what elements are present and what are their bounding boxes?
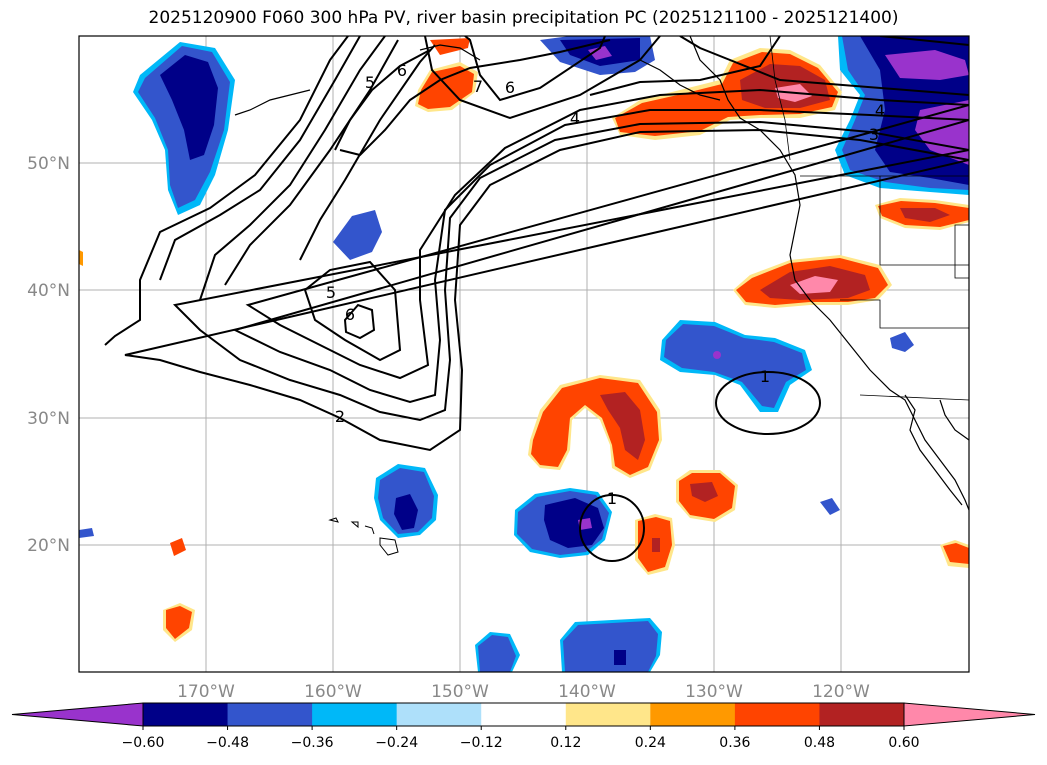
- colorbar-tick-label: 0.36: [719, 735, 750, 751]
- contour-label-1b: 1: [607, 489, 617, 508]
- contour-label-2: 2: [335, 407, 345, 426]
- contour-label-5b: 5: [326, 283, 336, 302]
- coastlines: [234, 36, 969, 511]
- contour-label-5a: 5: [365, 73, 375, 92]
- lat-label-20: 20°N: [27, 536, 70, 556]
- colorbar: −0.60 −0.48 −0.36 −0.24 −0.12 0.12 0.24 0.36 0.4…: [11, 702, 1036, 751]
- colorbar-tick-label: −0.12: [460, 735, 503, 751]
- pv-contour-4: [199, 36, 969, 404]
- latitude-labels: 50°N 40°N 30°N 20°N: [27, 154, 70, 556]
- pv-contour-7: [334, 39, 611, 340]
- pv-contour-1-south: [579, 494, 645, 562]
- longitude-labels: 170°W 160°W 150°W 140°W 130°W 120°W: [177, 682, 870, 702]
- contour-label-7: 7: [473, 77, 483, 96]
- contour-label-3: 3: [869, 125, 879, 144]
- colorbar-tick-label: −0.60: [122, 735, 165, 751]
- pv-contours: [104, 36, 969, 562]
- lon-label-120w: 120°W: [812, 682, 870, 702]
- colorbar-outline: [142, 702, 905, 727]
- colorbar-tick-label: −0.24: [375, 735, 418, 751]
- colorbar-segment: [734, 703, 820, 726]
- colorbar-extend-low: [11, 702, 144, 727]
- colorbar-tick-label: 0.48: [804, 735, 835, 751]
- map-background: [79, 36, 969, 672]
- contour-label-4a: 4: [570, 109, 580, 128]
- pv-contour-5: [224, 39, 969, 380]
- contour-label-1a: 1: [760, 367, 770, 386]
- colorbar-tick-label: −0.36: [291, 735, 334, 751]
- colorbar-segment: [143, 703, 229, 726]
- map-title: 2025120900 F060 300 hPa PV, river basin …: [148, 8, 899, 28]
- colorbar-segment: [819, 703, 905, 726]
- map-frame: [78, 35, 970, 673]
- colorbar-segment: [481, 703, 567, 726]
- colorbar-tick-label: 0.24: [635, 735, 666, 751]
- colorbar-tick-label: 0.60: [888, 735, 919, 751]
- hawaii-islands: [328, 517, 399, 556]
- contour-label-6c: 6: [345, 305, 355, 324]
- contour-label-6a: 6: [397, 61, 407, 80]
- colorbar-extend-high: [903, 702, 1036, 727]
- lat-label-30: 30°N: [27, 409, 70, 429]
- colorbar-segment: [227, 703, 313, 726]
- positive-pc-shading: [79, 38, 969, 642]
- lon-label-130w: 130°W: [685, 682, 743, 702]
- lon-label-160w: 160°W: [304, 682, 362, 702]
- lon-label-140w: 140°W: [558, 682, 616, 702]
- pv-contour-2: [104, 36, 969, 452]
- contour-label-6b: 6: [505, 78, 515, 97]
- colorbar-segment: [396, 703, 482, 726]
- colorbar-segment: [565, 703, 651, 726]
- lat-label-50: 50°N: [27, 154, 70, 174]
- pv-contour-1-east: [715, 371, 821, 435]
- contour-labels: 5 6 7 6 4 4 3 5 6 2 1 1: [326, 61, 885, 508]
- colorbar-segment: [650, 703, 736, 726]
- colorbar-segment: [312, 703, 398, 726]
- negative-pc-shading: [79, 36, 969, 672]
- lon-label-150w: 150°W: [431, 682, 489, 702]
- lon-label-170w: 170°W: [177, 682, 235, 702]
- colorbar-tick-label: −0.48: [206, 735, 249, 751]
- pv-contour-3: [159, 36, 969, 422]
- contour-label-4b: 4: [875, 101, 885, 120]
- colorbar-tick-label: 0.12: [550, 735, 581, 751]
- lat-label-40: 40°N: [27, 281, 70, 301]
- political-borders: [769, 36, 969, 401]
- pv-contour-eastern: [589, 36, 969, 96]
- negative-region-midpacific: [333, 210, 382, 260]
- pv-contour-6: [299, 44, 436, 362]
